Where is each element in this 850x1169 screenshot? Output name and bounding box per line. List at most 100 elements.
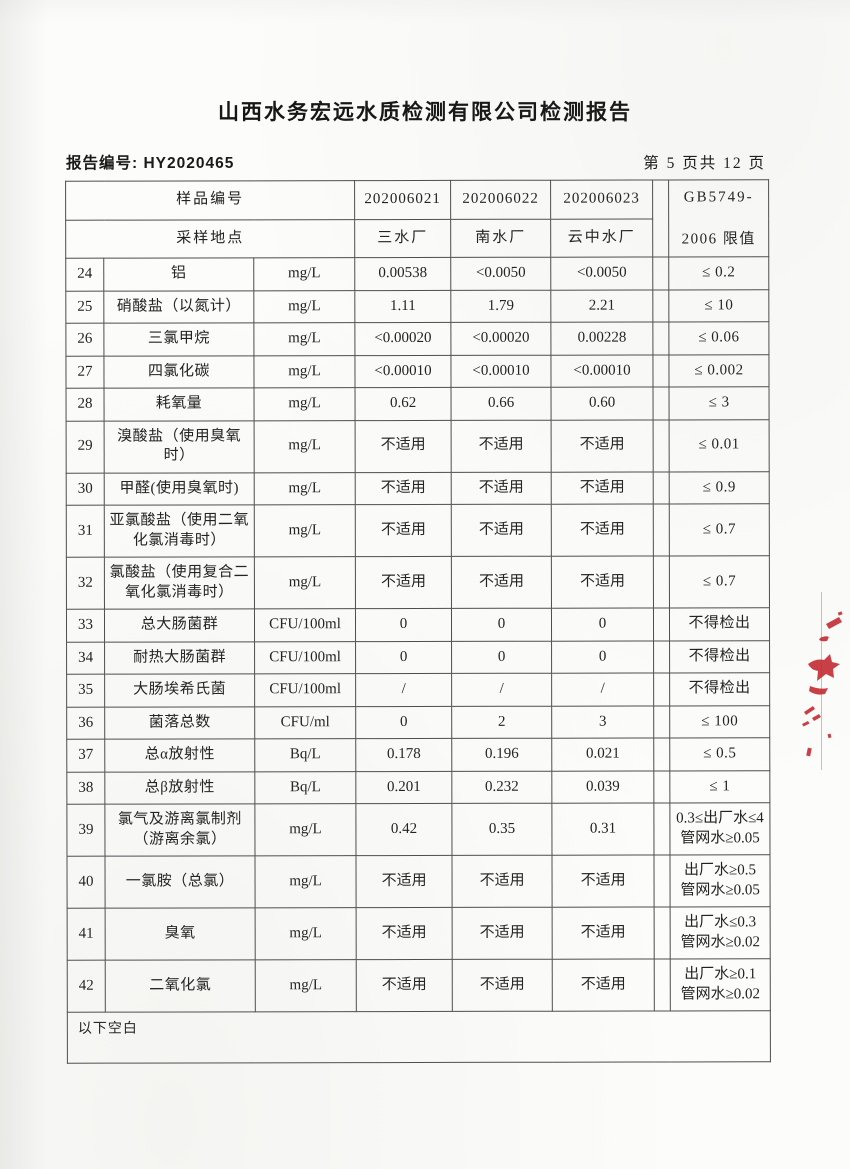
value-plant-1: <0.00010 (354, 354, 452, 388)
gap-cell (652, 289, 669, 323)
limit-value: 出厂水≥0.5 管网水≥0.05 (670, 854, 771, 907)
param-unit: mg/L (253, 290, 355, 323)
param-unit: Bq/L (254, 771, 356, 804)
value-plant-2: 不适用 (452, 907, 553, 960)
value-plant-3: 0 (551, 640, 654, 674)
value-plant-1: 0.00538 (354, 257, 451, 291)
param-unit: mg/L (254, 472, 356, 505)
value-plant-3: <0.0050 (550, 257, 653, 290)
row-number: 27 (65, 355, 105, 389)
param-name: 三氯甲烷 (103, 322, 254, 356)
row-number: 29 (66, 420, 105, 473)
value-plant-2: <0.00020 (450, 322, 551, 355)
row-number: 26 (65, 323, 104, 356)
limit-value: ≤ 0.06 (668, 321, 769, 355)
param-name: 硝酸盐（以氮计） (103, 290, 254, 324)
table-row: 40 一氯胺（总氯） mg/L 不适用 不适用 不适用 出厂水≥0.5 管网水≥0.05 (66, 854, 771, 909)
value-plant-3: 0 (551, 608, 654, 641)
sample-id-2: 202006022 (450, 180, 551, 219)
row-number: 39 (66, 804, 105, 857)
value-plant-2: 0.232 (451, 770, 552, 804)
value-plant-2: 不适用 (452, 959, 553, 1012)
param-unit: CFU/100ml (254, 641, 356, 674)
value-plant-1: 不适用 (355, 504, 452, 557)
gap-cell (653, 672, 670, 706)
value-plant-3: 不适用 (551, 504, 654, 557)
param-name: 氯酸盐（使用复合二氧化氯消毒时） (104, 556, 255, 610)
gap-cell (653, 555, 670, 609)
value-plant-1: 0.201 (355, 770, 452, 804)
row-number: 32 (66, 557, 105, 610)
param-unit: mg/L (255, 907, 357, 960)
row-number: 35 (66, 674, 105, 707)
row-number: 30 (66, 472, 105, 506)
gap-cell (653, 386, 670, 420)
value-plant-1: 不适用 (355, 419, 452, 473)
value-plant-1: 0.178 (355, 738, 452, 772)
table-row: 28 耗氧量 mg/L 0.62 0.66 0.60 ≤ 3 (66, 386, 770, 421)
value-plant-1: <0.00020 (354, 322, 451, 356)
value-plant-1: 不适用 (355, 556, 452, 609)
limit-value: ≤ 0.7 (669, 503, 770, 556)
param-unit: CFU/ml (254, 706, 356, 739)
limit-value: ≤ 0.5 (669, 737, 770, 771)
row-number: 25 (65, 290, 104, 324)
param-unit: mg/L (253, 355, 356, 388)
param-name: 溴酸盐（使用臭氧时） (104, 420, 255, 473)
table-row: 41 臭氧 mg/L 不适用 不适用 不适用 出厂水≤0.3 管网水≥0.02 (67, 906, 771, 961)
param-unit: mg/L (253, 257, 355, 291)
sample-id-label: 样品编号 (65, 180, 355, 220)
value-plant-3: 不适用 (552, 907, 655, 960)
param-name: 总大肠菌群 (104, 608, 255, 642)
location-3: 云中水厂 (550, 218, 653, 258)
param-name: 一氯胺（总氯） (104, 855, 256, 909)
below-blank-note: 以下空白 (67, 1010, 771, 1064)
param-name: 氯气及游离氯制剂（游离余氯） (104, 803, 255, 857)
value-plant-1: 0 (355, 705, 452, 739)
gap-cell (652, 321, 669, 355)
table-row: 42 二氧化氯 mg/L 不适用 不适用 不适用 出厂水≥0.1 管网水≥0.02 (67, 958, 771, 1013)
value-plant-2: 不适用 (452, 855, 553, 908)
value-plant-3: 0.00228 (550, 322, 653, 355)
row-number: 40 (66, 856, 106, 909)
footer-row: 以下空白 (67, 1010, 771, 1064)
header-row-sample-id: 样品编号 202006021 202006022 202006023 GB574… (65, 179, 769, 258)
gap-cell (654, 958, 671, 1012)
gap-cell (653, 607, 670, 641)
value-plant-1: 0.42 (355, 803, 453, 856)
param-unit: mg/L (254, 504, 356, 557)
value-plant-1: 1.11 (354, 289, 451, 323)
limit-value: 出厂水≤0.3 管网水≥0.02 (670, 906, 771, 959)
param-name: 铝 (103, 257, 254, 291)
table-row: 39 氯气及游离氯制剂（游离余氯） mg/L 0.42 0.35 0.31 0.3≤出厂水≤… (66, 802, 771, 857)
limit-value: ≤ 1 (669, 770, 770, 803)
value-plant-3: / (551, 673, 654, 706)
value-plant-1: 不适用 (356, 855, 453, 908)
value-plant-2: 不适用 (451, 471, 552, 505)
table-row: 26 三氯甲烷 mg/L <0.00020 <0.00020 0.00228 ≤ 0.06 (65, 321, 769, 356)
value-plant-3: <0.00010 (550, 354, 654, 388)
value-plant-1: 0 (355, 608, 452, 642)
value-plant-2: 0.196 (451, 738, 552, 771)
value-plant-2: 不适用 (451, 504, 552, 557)
gap-cell (653, 640, 670, 674)
row-number: 41 (67, 908, 106, 961)
param-name: 总α放射性 (104, 738, 255, 772)
param-name: 菌落总数 (104, 706, 255, 740)
table-row: 27 四氯化碳 mg/L <0.00010 <0.00010 <0.00010 ≤ 0.00… (65, 354, 770, 389)
value-plant-3: 0.039 (551, 770, 654, 804)
table-row: 36 菌落总数 CFU/ml 0 2 3 ≤ 100 (66, 705, 770, 740)
value-plant-3: 不适用 (552, 855, 655, 908)
location-2: 南水厂 (450, 218, 551, 258)
value-plant-1: 不适用 (355, 471, 452, 505)
limit-column-header: GB5749- 2006 限值 (668, 179, 769, 257)
limit-value: ≤ 0.01 (669, 419, 770, 472)
param-unit: mg/L (255, 959, 357, 1012)
row-number: 28 (66, 388, 105, 421)
report-number-value: HY2020465 (143, 155, 235, 172)
table-row: 25 硝酸盐（以氮计） mg/L 1.11 1.79 2.21 ≤ 10 (65, 289, 769, 324)
gap-cell (654, 854, 671, 908)
param-name: 臭氧 (105, 907, 256, 961)
param-name: 耐热大肠菌群 (104, 641, 255, 675)
param-unit: CFU/100ml (254, 608, 356, 642)
